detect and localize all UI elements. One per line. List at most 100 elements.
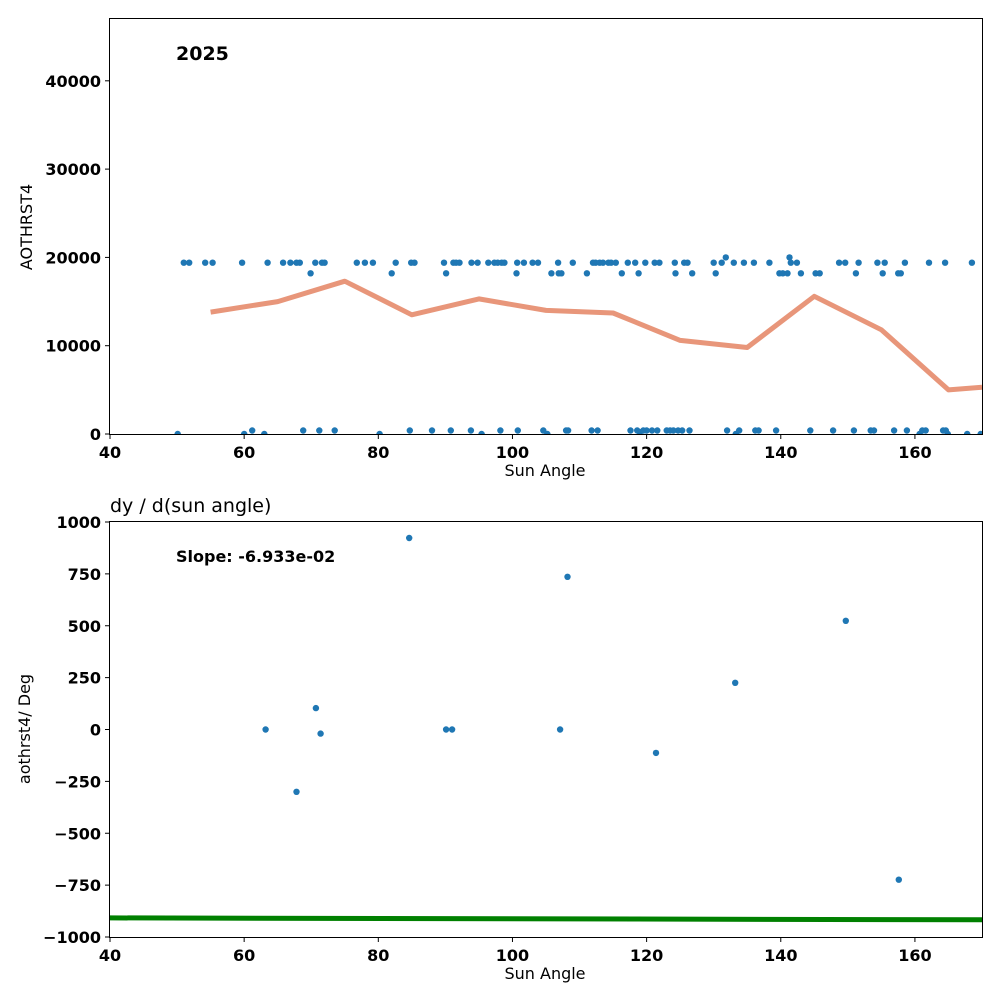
chart-0-point xyxy=(784,270,791,277)
chart-0-point xyxy=(279,259,287,266)
chart-0-point xyxy=(672,270,679,277)
chart-1-y-tick-label: −1000 xyxy=(43,928,101,947)
chart-0-point xyxy=(710,259,717,266)
chart-0-series-line xyxy=(210,278,982,393)
chart-1-x-tick-label: 160 xyxy=(898,946,931,965)
chart-1-point xyxy=(556,726,564,733)
chart-0-point xyxy=(238,259,246,266)
chart-0-point xyxy=(787,259,794,266)
chart-0-point xyxy=(881,259,888,266)
chart-1-series-line xyxy=(110,915,982,923)
chart-0-point xyxy=(564,427,572,434)
chart-0-y-tick-label: 20000 xyxy=(45,248,101,267)
chart-1-point xyxy=(406,534,413,542)
chart-1-title: dy / d(sun angle) xyxy=(110,495,271,517)
chart-0-point xyxy=(654,427,661,434)
chart-0-point xyxy=(474,259,481,266)
chart-0-point xyxy=(406,427,413,434)
chart-0-point xyxy=(829,427,837,434)
chart-0-point xyxy=(612,259,619,266)
chart-0-point xyxy=(718,259,725,266)
chart-0-point xyxy=(520,259,528,266)
chart-0-point xyxy=(679,427,686,434)
chart-0-point xyxy=(750,259,758,266)
chart-0-x-ticks: 40 60 80 100 120 140 160 xyxy=(99,434,932,462)
chart-1-point xyxy=(312,704,320,712)
chart-0-point xyxy=(376,430,383,434)
chart-1-x-tick-label: 40 xyxy=(99,946,121,965)
chart-0-x-tick-label: 140 xyxy=(764,443,797,462)
chart-0-point xyxy=(369,259,377,266)
chart-1-point xyxy=(293,788,300,795)
chart-0-point xyxy=(186,259,193,266)
chart-0-annotation: 2025 xyxy=(176,43,229,65)
chart-1-x-tick-label: 140 xyxy=(764,946,797,965)
chart-0-point xyxy=(648,427,656,434)
chart-0-point xyxy=(497,427,504,434)
chart-0-x-tick-label: 80 xyxy=(367,443,389,462)
chart-0-point xyxy=(944,430,951,434)
chart-0-y-ticks: 0 10000 20000 30000 40000 xyxy=(45,72,110,444)
chart-0-point xyxy=(514,259,521,266)
chart-1-x-tick-label: 80 xyxy=(367,946,389,965)
chart-0-point xyxy=(651,259,658,266)
chart-0-point xyxy=(722,254,729,261)
chart-1-y-tick-label: 0 xyxy=(90,721,101,740)
chart-0-point xyxy=(772,427,780,434)
chart-1-x-tick-label: 100 xyxy=(496,946,529,965)
chart-0-point xyxy=(353,259,360,266)
chart-0-point xyxy=(467,427,475,434)
chart-0-point xyxy=(296,259,303,266)
chart-0-point xyxy=(411,259,418,266)
chart-0-point xyxy=(627,427,634,434)
chart-0-y-axis-label: AOTHRST4 xyxy=(17,184,36,270)
chart-derivative-vs-sun-angle: 40 60 80 100 120 140 160 −1000 −750 −500 −250 0 250… xyxy=(15,495,983,983)
chart-0-point xyxy=(855,259,862,266)
chart-0-point xyxy=(554,259,562,266)
chart-0-point xyxy=(529,259,536,266)
chart-0-point xyxy=(588,427,595,434)
chart-1-y-axis-label: aothrst4/ Deg xyxy=(15,674,34,784)
chart-0-point xyxy=(632,259,639,266)
chart-0-point xyxy=(594,427,601,434)
chart-0-point xyxy=(797,270,805,277)
chart-1-y-tick-label: −500 xyxy=(54,824,101,843)
chart-0-point xyxy=(583,270,591,277)
chart-0-point xyxy=(202,259,209,266)
chart-0-point xyxy=(607,259,615,266)
chart-1-point xyxy=(842,617,849,624)
chart-0-point xyxy=(241,430,248,434)
chart-1-y-tick-label: 250 xyxy=(68,669,101,688)
chart-0-point xyxy=(478,430,485,434)
chart-0-point xyxy=(300,427,307,434)
chart-0-point xyxy=(513,270,520,277)
chart-0-point xyxy=(740,259,748,266)
chart-1-point xyxy=(564,573,571,580)
chart-0-point xyxy=(321,259,328,266)
chart-0-point xyxy=(392,259,399,266)
chart-0-point xyxy=(209,259,216,266)
chart-0-point xyxy=(730,259,737,266)
chart-0-point xyxy=(534,259,542,266)
chart-0-y-tick-label: 10000 xyxy=(45,337,101,356)
chart-0-point xyxy=(287,259,294,266)
chart-0-point xyxy=(686,427,693,434)
chart-1-point xyxy=(317,730,324,737)
chart-0-point xyxy=(428,427,436,434)
chart-0-point xyxy=(890,427,898,434)
chart-0-y-tick-label: 30000 xyxy=(45,160,101,179)
chart-0-point xyxy=(312,259,319,266)
chart-1-point xyxy=(732,679,739,686)
chart-0-point xyxy=(544,430,551,434)
chart-0-point xyxy=(901,259,909,266)
chart-0-point xyxy=(361,259,369,266)
chart-0-point xyxy=(736,427,743,434)
chart-0-point xyxy=(807,427,814,434)
chart-aothrst4-vs-sun-angle: 40 60 80 100 120 140 160 0 10000 20000 30000 40000… xyxy=(17,18,983,480)
chart-0-point xyxy=(941,259,949,266)
chart-1-x-tick-label: 60 xyxy=(233,946,255,965)
chart-1-point xyxy=(652,749,660,757)
chart-0-point xyxy=(442,270,450,277)
chart-0-point xyxy=(456,259,463,266)
